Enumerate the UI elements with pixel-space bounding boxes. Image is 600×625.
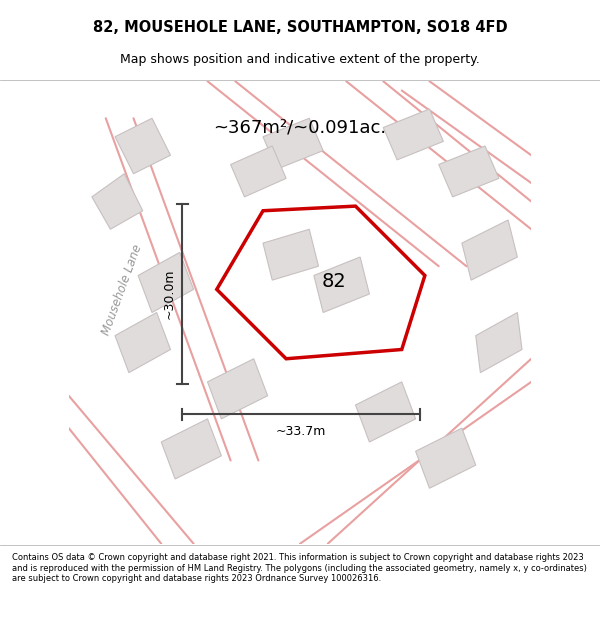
Polygon shape xyxy=(462,220,517,280)
Text: 82, MOUSEHOLE LANE, SOUTHAMPTON, SO18 4FD: 82, MOUSEHOLE LANE, SOUTHAMPTON, SO18 4F… xyxy=(92,20,508,35)
Polygon shape xyxy=(439,146,499,197)
Polygon shape xyxy=(476,312,522,372)
Text: ~33.7m: ~33.7m xyxy=(276,426,326,438)
Polygon shape xyxy=(263,118,323,169)
Polygon shape xyxy=(138,253,194,312)
Polygon shape xyxy=(416,428,476,488)
Text: 82: 82 xyxy=(322,272,346,291)
Polygon shape xyxy=(115,118,170,174)
Text: Map shows position and indicative extent of the property.: Map shows position and indicative extent… xyxy=(120,52,480,66)
Text: Mousehole Lane: Mousehole Lane xyxy=(100,242,145,337)
Text: Contains OS data © Crown copyright and database right 2021. This information is : Contains OS data © Crown copyright and d… xyxy=(12,554,587,583)
Polygon shape xyxy=(208,359,268,419)
Polygon shape xyxy=(115,312,170,372)
Polygon shape xyxy=(92,174,143,229)
Text: ~30.0m: ~30.0m xyxy=(163,269,176,319)
Polygon shape xyxy=(230,146,286,197)
Polygon shape xyxy=(314,257,370,312)
Polygon shape xyxy=(355,382,416,442)
Text: ~367m²/~0.091ac.: ~367m²/~0.091ac. xyxy=(214,119,386,136)
Polygon shape xyxy=(161,419,221,479)
Polygon shape xyxy=(383,109,443,160)
Polygon shape xyxy=(263,229,319,280)
